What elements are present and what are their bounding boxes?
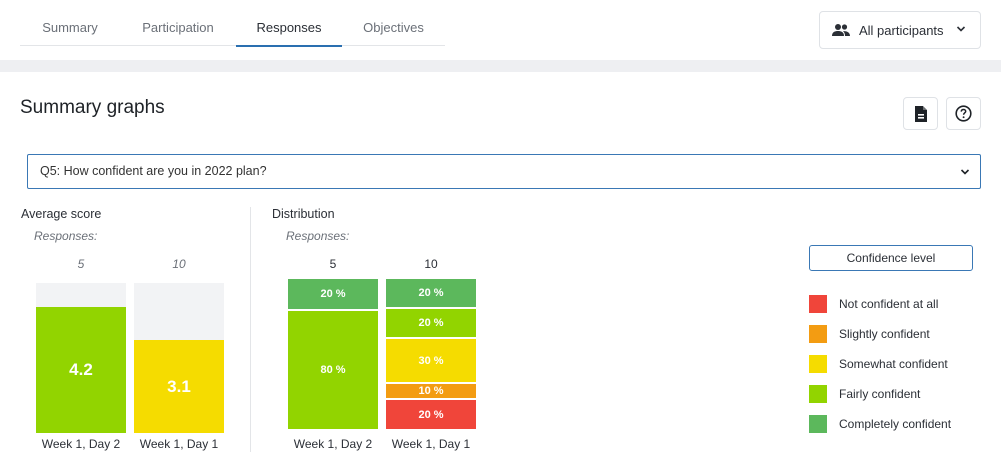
legend-swatch — [809, 325, 827, 343]
distribution-segment[interactable]: 80 % — [288, 311, 378, 429]
distribution-response-count: 5 — [329, 257, 337, 271]
legend-item: Somewhat confident — [809, 355, 948, 373]
tab-responses[interactable]: Responses — [236, 8, 342, 47]
distribution-category-label: Week 1, Day 2 — [293, 437, 373, 451]
legend-swatch — [809, 415, 827, 433]
average-response-count: 10 — [172, 257, 186, 271]
chevron-down-icon — [956, 26, 966, 32]
average-response-count: 5 — [77, 257, 85, 271]
help-button[interactable] — [946, 97, 981, 130]
average-category-label: Week 1, Day 1 — [139, 437, 219, 451]
people-icon — [832, 24, 850, 36]
distribution-segment[interactable]: 20 % — [386, 279, 476, 307]
divider-band — [0, 60, 1001, 72]
question-select[interactable]: Q5: How confident are you in 2022 plan? — [27, 154, 981, 189]
legend-swatch — [809, 295, 827, 313]
legend-item: Slightly confident — [809, 325, 930, 343]
question-select-value: Q5: How confident are you in 2022 plan? — [40, 164, 267, 178]
confidence-level-button[interactable]: Confidence level — [809, 245, 973, 271]
legend-item: Completely confident — [809, 415, 951, 433]
tab-participation[interactable]: Participation — [142, 20, 214, 35]
tab-summary[interactable]: Summary — [42, 20, 98, 35]
tab-objectives[interactable]: Objectives — [363, 20, 424, 35]
average-score-label: Average score — [21, 207, 102, 221]
legend-label: Not confident at all — [839, 297, 939, 311]
participants-filter-dropdown[interactable]: All participants — [819, 11, 981, 49]
distribution-category-label: Week 1, Day 1 — [391, 437, 471, 451]
average-responses-label: Responses: — [34, 229, 98, 243]
distribution-segment[interactable]: 20 % — [386, 309, 476, 337]
help-circle-icon — [955, 105, 972, 122]
legend-item: Not confident at all — [809, 295, 938, 313]
average-bar[interactable]: 4.2 — [36, 307, 126, 433]
distribution-segment[interactable]: 20 % — [386, 400, 476, 429]
distribution-segment[interactable]: 20 % — [288, 279, 378, 309]
distribution-response-count: 10 — [424, 257, 438, 271]
distribution-label: Distribution — [272, 207, 335, 221]
legend-swatch — [809, 385, 827, 403]
file-export-icon — [914, 105, 927, 122]
chevron-down-icon — [960, 169, 970, 175]
legend-label: Somewhat confident — [839, 357, 948, 371]
legend-label: Fairly confident — [839, 387, 921, 401]
participants-filter-label: All participants — [859, 22, 944, 38]
average-bar[interactable]: 3.1 — [134, 340, 224, 433]
average-category-label: Week 1, Day 2 — [41, 437, 121, 451]
distribution-segment[interactable]: 30 % — [386, 339, 476, 382]
legend-swatch — [809, 355, 827, 373]
distribution-responses-label: Responses: — [286, 229, 350, 243]
section-divider — [250, 207, 251, 452]
export-button[interactable] — [903, 97, 938, 130]
legend-label: Slightly confident — [839, 327, 930, 341]
distribution-segment[interactable]: 10 % — [386, 384, 476, 398]
page-title: Summary graphs — [20, 97, 165, 118]
top-bar: Summary Participation Responses Objectiv… — [0, 0, 1001, 60]
legend-label: Completely confident — [839, 417, 952, 431]
tab-bar: Summary Participation Responses Objectiv… — [20, 8, 445, 47]
legend-item: Fairly confident — [809, 385, 920, 403]
